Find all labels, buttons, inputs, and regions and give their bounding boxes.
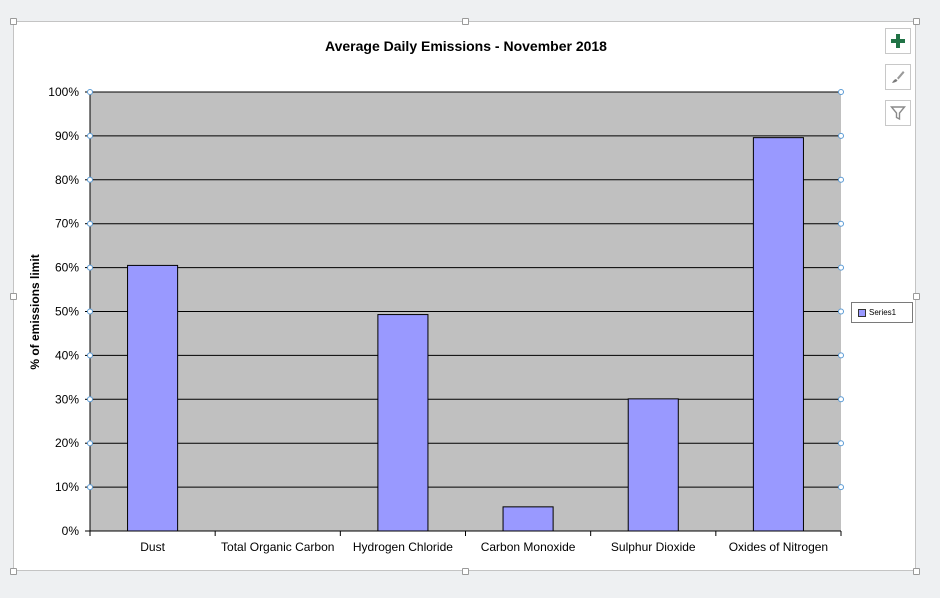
resize-handle[interactable] [913, 568, 920, 575]
plus-icon [891, 34, 905, 48]
resize-handle[interactable] [10, 18, 17, 25]
y-tick-label: 100% [48, 85, 79, 99]
x-tick-label: Total Organic Carbon [221, 540, 334, 554]
chart-filters-button[interactable] [885, 100, 911, 126]
gridline-handle [838, 220, 844, 227]
y-tick-label: 50% [55, 305, 79, 319]
filter-icon [890, 106, 906, 121]
y-tick-label: 40% [55, 348, 79, 362]
x-tick-label: Dust [140, 540, 165, 554]
chart-elements-button[interactable] [885, 28, 911, 54]
x-tick-label: Sulphur Dioxide [611, 540, 696, 554]
gridline-handle [838, 308, 844, 315]
y-tick-label: 70% [55, 217, 79, 231]
gridline-handle [838, 440, 844, 447]
bar [377, 314, 429, 532]
gridline-handle [87, 264, 93, 271]
gridline-handle [838, 132, 844, 139]
brush-icon [892, 71, 905, 83]
y-tick-label: 80% [55, 173, 79, 187]
resize-handle[interactable] [913, 18, 920, 25]
gridline-handle [87, 396, 93, 403]
chart-title: Average Daily Emissions - November 2018 [325, 38, 607, 54]
gridline-handle [838, 176, 844, 183]
x-tick-label: Carbon Monoxide [481, 540, 576, 554]
resize-handle[interactable] [462, 568, 469, 575]
gridline-handle [87, 440, 93, 447]
gridline-handle [838, 89, 844, 95]
y-axis-label: % of emissions limit [28, 254, 42, 369]
gridline-handle [838, 396, 844, 403]
gridline-handle [87, 89, 93, 95]
gridline-handle [87, 176, 93, 183]
y-tick-label: 90% [55, 129, 79, 143]
y-tick-label: 30% [55, 392, 79, 406]
legend-swatch [858, 308, 866, 317]
gridline-handle [87, 352, 93, 359]
bar [502, 506, 554, 532]
gridline-handle [838, 352, 844, 359]
gridline-handle [87, 484, 93, 491]
gridline-handle [87, 220, 93, 227]
bar [752, 137, 804, 532]
y-tick-label: 0% [62, 524, 80, 538]
legend[interactable]: Series1 [851, 302, 913, 323]
resize-handle[interactable] [462, 18, 469, 25]
x-tick-label: Hydrogen Chloride [353, 540, 453, 554]
y-tick-label: 60% [55, 261, 79, 275]
bar [127, 264, 179, 532]
gridline-handle [838, 484, 844, 491]
resize-handle[interactable] [10, 293, 17, 300]
x-tick-label: Oxides of Nitrogen [729, 540, 828, 554]
gridline-handle [87, 308, 93, 315]
resize-handle[interactable] [913, 293, 920, 300]
resize-handle[interactable] [10, 568, 17, 575]
y-tick-label: 10% [55, 480, 79, 494]
gridline-handle [87, 132, 93, 139]
gridline-handle [838, 264, 844, 271]
chart-styles-button[interactable] [885, 64, 911, 90]
y-tick-label: 20% [55, 436, 79, 450]
legend-label: Series1 [869, 308, 897, 317]
bar [627, 398, 679, 532]
